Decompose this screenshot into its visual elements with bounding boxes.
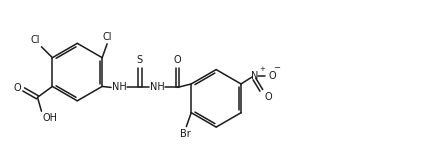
Text: OH: OH: [42, 113, 57, 123]
Text: S: S: [137, 55, 143, 65]
Text: NH: NH: [150, 82, 164, 92]
Text: O: O: [14, 83, 21, 93]
Text: Cl: Cl: [103, 32, 112, 42]
Text: O: O: [264, 92, 272, 102]
Text: O: O: [268, 70, 276, 81]
Text: O: O: [174, 55, 181, 65]
Text: +: +: [259, 66, 265, 72]
Text: NH: NH: [112, 82, 127, 92]
Text: −: −: [273, 64, 280, 73]
Text: Br: Br: [180, 129, 191, 139]
Text: Cl: Cl: [30, 35, 40, 45]
Text: N: N: [251, 70, 258, 81]
